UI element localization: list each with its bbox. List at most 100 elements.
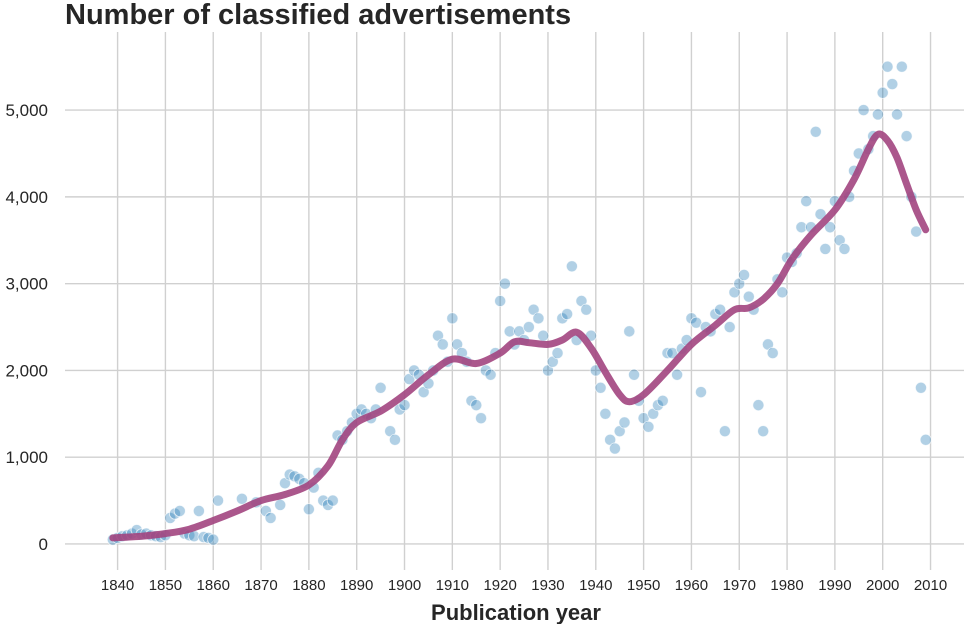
data-point <box>766 347 779 360</box>
data-point <box>503 325 516 338</box>
data-point <box>694 386 707 399</box>
data-point <box>470 399 483 412</box>
data-point <box>886 78 899 91</box>
data-point <box>164 511 177 524</box>
data-point <box>173 504 186 517</box>
data-point <box>494 294 507 307</box>
chart-title: Number of classified advertisements <box>65 0 571 31</box>
x-tick-label: 1910 <box>436 577 469 594</box>
data-point <box>819 242 832 255</box>
x-tick-label: 1950 <box>627 577 660 594</box>
data-point <box>642 420 655 433</box>
x-tick-label: 1840 <box>101 577 134 594</box>
data-point <box>900 130 913 143</box>
data-point <box>197 531 210 544</box>
data-point <box>522 321 535 334</box>
data-point <box>322 498 335 511</box>
grid-lines <box>65 32 964 570</box>
data-point <box>809 125 822 138</box>
y-tick-label: 5,000 <box>5 101 48 120</box>
x-tick-label: 1970 <box>723 577 756 594</box>
data-point <box>651 399 664 412</box>
data-point <box>824 221 837 234</box>
data-point <box>465 394 478 407</box>
x-tick-label: 1920 <box>483 577 516 594</box>
data-point <box>671 368 684 381</box>
data-point <box>565 260 578 273</box>
data-point <box>302 503 315 516</box>
data-point <box>742 290 755 303</box>
data-point <box>599 407 612 420</box>
data-point <box>914 381 927 394</box>
data-point <box>738 268 751 281</box>
data-point <box>618 416 631 429</box>
data-point <box>814 208 827 221</box>
data-point <box>709 308 722 321</box>
data-point <box>393 403 406 416</box>
data-point <box>795 221 808 234</box>
data-point <box>317 494 330 507</box>
trend-line <box>109 130 930 542</box>
data-point <box>891 108 904 121</box>
data-point <box>446 312 459 325</box>
data-point <box>608 442 621 455</box>
data-point <box>436 338 449 351</box>
data-point <box>498 277 511 290</box>
x-tick-label: 1850 <box>149 577 182 594</box>
data-point <box>192 504 205 517</box>
data-point <box>475 412 488 425</box>
data-point <box>594 381 607 394</box>
data-point <box>293 472 306 485</box>
data-point <box>757 425 770 438</box>
data-point <box>776 286 789 299</box>
x-tick-label: 1990 <box>818 577 851 594</box>
x-tick-label: 1960 <box>675 577 708 594</box>
y-tick-label: 0 <box>39 535 48 554</box>
data-point <box>910 225 923 238</box>
data-point <box>259 504 272 517</box>
x-axis-ticks: 1840 1850 1860 1870 1880 1890 1900 1910 1920 1930… <box>101 577 947 594</box>
data-point <box>532 312 545 325</box>
y-tick-label: 2,000 <box>5 361 48 380</box>
data-point <box>556 312 569 325</box>
data-point <box>235 492 248 505</box>
data-point <box>388 433 401 446</box>
x-tick-label: 1900 <box>388 577 421 594</box>
data-point <box>551 347 564 360</box>
y-axis-ticks: 0 1,000 2,000 3,000 4,000 5,000 <box>5 101 48 554</box>
data-point <box>628 368 641 381</box>
x-tick-label: 1980 <box>770 577 803 594</box>
data-point <box>857 104 870 117</box>
x-tick-label: 2000 <box>866 577 899 594</box>
data-point <box>326 494 339 507</box>
y-tick-label: 4,000 <box>5 188 48 207</box>
data-point <box>876 86 889 99</box>
data-point <box>723 321 736 334</box>
data-point <box>895 60 908 73</box>
x-tick-label: 1880 <box>292 577 325 594</box>
data-point <box>656 394 669 407</box>
data-point <box>264 511 277 524</box>
data-point <box>355 403 368 416</box>
data-point <box>661 347 674 360</box>
data-point <box>881 60 894 73</box>
data-point <box>374 381 387 394</box>
x-tick-label: 1870 <box>244 577 277 594</box>
data-point <box>714 303 727 316</box>
data-point <box>919 433 932 446</box>
data-point <box>274 498 287 511</box>
data-point <box>718 425 731 438</box>
data-point <box>838 242 851 255</box>
data-point <box>479 364 492 377</box>
data-point <box>685 312 698 325</box>
data-point <box>398 399 411 412</box>
data-point <box>871 108 884 121</box>
x-tick-label: 1930 <box>531 577 564 594</box>
y-tick-label: 3,000 <box>5 275 48 294</box>
x-tick-label: 1940 <box>579 577 612 594</box>
x-tick-label: 1860 <box>197 577 230 594</box>
x-tick-label: 1890 <box>340 577 373 594</box>
data-point <box>202 531 215 544</box>
y-tick-label: 1,000 <box>5 448 48 467</box>
